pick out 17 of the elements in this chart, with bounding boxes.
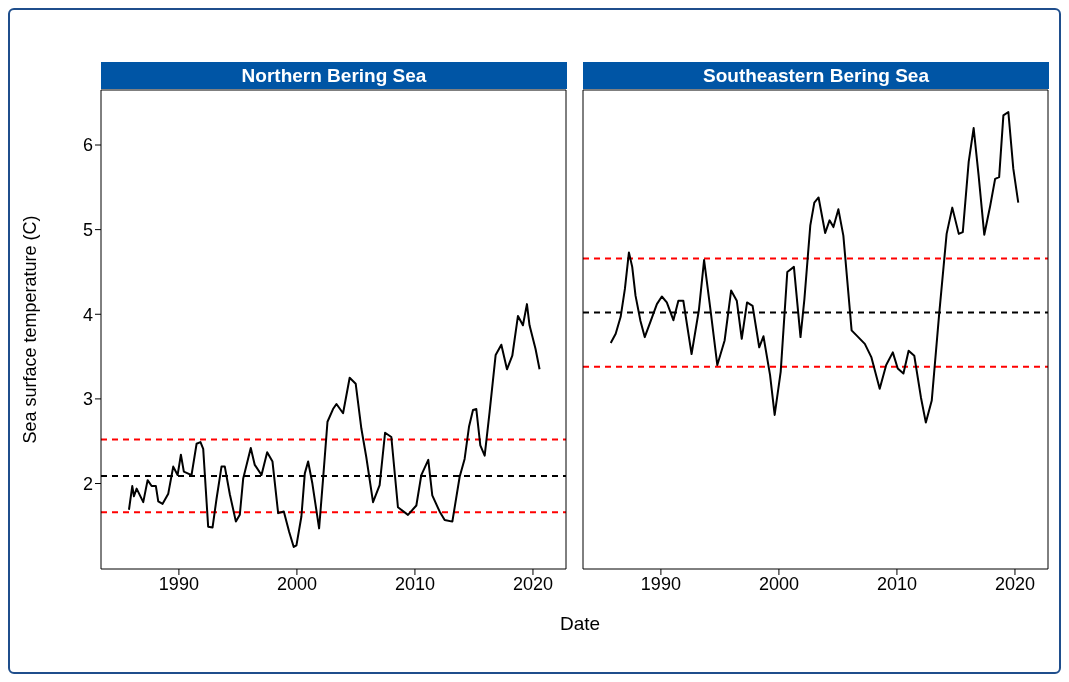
y-axis-title: Sea surface temperature (C) bbox=[20, 215, 41, 444]
x-tick-label: 2000 bbox=[758, 573, 799, 594]
chart-title: Northern Bering Sea bbox=[101, 62, 567, 89]
x-tick-label: 2010 bbox=[394, 573, 435, 594]
y-tick-label: 2 bbox=[82, 473, 93, 494]
y-tick-label: 4 bbox=[82, 304, 93, 325]
x-tick-label: 2020 bbox=[512, 573, 553, 594]
x-tick-label: 2000 bbox=[276, 573, 317, 594]
x-tick-label: 1990 bbox=[640, 573, 681, 594]
x-axis-title: Date bbox=[558, 613, 602, 635]
x-tick-label: 1990 bbox=[158, 573, 199, 594]
y-tick-label: 3 bbox=[82, 389, 93, 410]
y-tick-label: 6 bbox=[82, 135, 93, 156]
chart-title: Southeastern Bering Sea bbox=[583, 62, 1049, 89]
y-tick-label: 5 bbox=[82, 220, 93, 241]
x-tick-label: 2010 bbox=[876, 573, 917, 594]
x-tick-label: 2020 bbox=[994, 573, 1035, 594]
